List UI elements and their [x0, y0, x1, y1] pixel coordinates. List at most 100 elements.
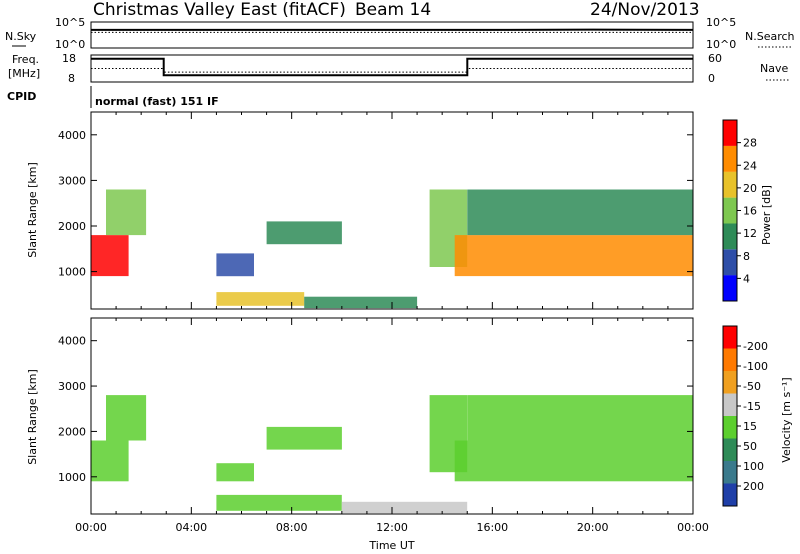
colorbar-segment-7 [723, 326, 737, 349]
x-tick-labels: 00:00 04:00 08:00 12:00 16:00 20:00 00:00 [75, 521, 709, 534]
colorbar-segment-5 [723, 371, 737, 394]
noise-series [91, 28, 694, 33]
ytick-label-0: 1000 [58, 471, 86, 484]
echo-region-1 [106, 189, 147, 236]
beam-label: Beam 14 [355, 0, 431, 20]
colorbar-tick-label-0: 4 [743, 272, 750, 285]
date-label: 24/Nov/2013 [590, 0, 700, 20]
colorbar-segment-0 [723, 483, 737, 506]
velocity-ylabel: Slant Range [km] [26, 369, 39, 465]
echo-region-1 [106, 395, 147, 441]
noise-frame [90, 21, 694, 49]
echo-region-3 [216, 494, 342, 511]
colorbar-tick-label-6: -100 [743, 360, 768, 373]
echo-region-0 [91, 235, 129, 277]
power-colorbar-label: Power [dB] [760, 185, 773, 245]
x-axis-label: Time UT [368, 539, 414, 552]
colorbar-tick-label-3: 15 [743, 420, 757, 433]
figure-title: Christmas Valley East (fitACF) [93, 0, 346, 20]
colorbar-segment-2 [723, 223, 737, 250]
cpid-label: CPID [7, 90, 36, 103]
colorbar-segment-6 [723, 348, 737, 371]
power-ylabel: Slant Range [km] [26, 162, 39, 258]
echo-region-4 [341, 501, 468, 514]
freq-panel: Freq. [MHz] 18 8 60 0 Nave [8, 52, 790, 85]
velocity-panel: 1000 2000 3000 4000 Slant Range [km] 200 100… [26, 317, 793, 515]
noise-panel: N.Sky 10^5 10^0 10^5 10^0 N.Search [5, 16, 795, 51]
echo-region-4 [304, 296, 418, 309]
freq-tick-top: 18 [62, 52, 76, 65]
velocity-colorbar: 200 100 50 15 -15 -50 -100 -200 [722, 325, 768, 507]
colorbar-tick-label-0: 200 [743, 480, 764, 493]
power-data-marks [91, 189, 694, 309]
colorbar-segment-3 [723, 416, 737, 439]
noise-tick-left-bottom: 10^0 [55, 38, 85, 51]
cpid-value: normal (fast) 151 IF [95, 95, 219, 108]
nave-tick-top: 60 [708, 52, 722, 65]
echo-region-5 [266, 426, 342, 450]
ytick-label-3: 4000 [58, 129, 86, 142]
colorbar-segment-3 [723, 197, 737, 224]
colorbar-frame [722, 325, 738, 507]
noise-left-label: N.Sky [5, 30, 37, 43]
colorbar-tick-label-5: 24 [743, 159, 757, 172]
x-tick-label-2: 08:00 [276, 521, 308, 534]
freq-series [91, 57, 693, 77]
echo-region-7 [454, 440, 693, 482]
power-colorbar: 4 8 12 16 20 24 28 [722, 119, 757, 302]
nave-line [91, 68, 693, 73]
velocity-colorbar-label: Velocity [m s⁻¹] [780, 377, 793, 462]
freq-label-1: Freq. [12, 53, 39, 66]
x-tick-label-6: 00:00 [677, 521, 709, 534]
x-tick-label-1: 04:00 [175, 521, 207, 534]
ytick-label-0: 1000 [58, 266, 86, 279]
colorbar-tick-label-5: -50 [743, 380, 761, 393]
colorbar-segment-4 [723, 393, 737, 416]
power-y-ticks: 1000 2000 3000 4000 [58, 129, 693, 279]
noise-tick-right-bottom: 10^0 [706, 38, 736, 51]
ytick-label-2: 3000 [58, 174, 86, 187]
colorbar-segment-0 [723, 275, 737, 301]
freq-label-2: [MHz] [8, 67, 40, 80]
freq-line [91, 57, 693, 77]
colorbar-segment-4 [723, 171, 737, 198]
echo-region-2 [216, 463, 254, 482]
noise-tick-right-top: 10^5 [706, 16, 736, 29]
noise-tick-left-top: 10^5 [55, 16, 85, 29]
echo-region-7 [454, 235, 693, 277]
colorbar-tick-label-6: 28 [743, 137, 757, 150]
echo-region-8 [467, 189, 694, 236]
nave-label: Nave [760, 62, 788, 75]
noise-right-label: N.Search [745, 30, 795, 43]
colorbar-tick-label-3: 16 [743, 205, 757, 218]
x-tick-label-3: 12:00 [376, 521, 408, 534]
echo-region-8 [467, 395, 694, 441]
colorbar-tick-label-1: 100 [743, 460, 764, 473]
velocity-x-ticks [90, 318, 694, 514]
velocity-data-marks [91, 395, 694, 514]
colorbar-segment-2 [723, 438, 737, 461]
x-tick-label-0: 00:00 [75, 521, 107, 534]
colorbar-segment-1 [723, 249, 737, 276]
power-x-ticks [90, 112, 694, 309]
colorbar-tick-label-4: 20 [743, 182, 757, 195]
colorbar-segment-6 [723, 120, 737, 146]
x-tick-label-4: 16:00 [476, 521, 508, 534]
colorbar-tick-label-7: -200 [743, 340, 768, 353]
colorbar-tick-label-2: 50 [743, 440, 757, 453]
colorbar-tick-label-1: 8 [743, 250, 750, 263]
colorbar-tick-label-2: 12 [743, 227, 757, 240]
colorbar-tick-label-4: -15 [743, 400, 761, 413]
x-tick-label-5: 20:00 [577, 521, 609, 534]
echo-region-3 [216, 292, 305, 306]
colorbar-segment-5 [723, 145, 737, 172]
echo-region-2 [216, 253, 254, 277]
ytick-label-3: 4000 [58, 335, 86, 348]
nave-tick-bottom: 0 [708, 72, 715, 85]
freq-tick-bottom: 8 [68, 72, 75, 85]
ytick-label-2: 3000 [58, 380, 86, 393]
echo-region-5 [266, 221, 342, 245]
velocity-y-ticks: 1000 2000 3000 4000 [58, 335, 693, 484]
power-panel: 1000 2000 3000 4000 Slant Range [km] 4 8 12 16… [26, 111, 773, 310]
